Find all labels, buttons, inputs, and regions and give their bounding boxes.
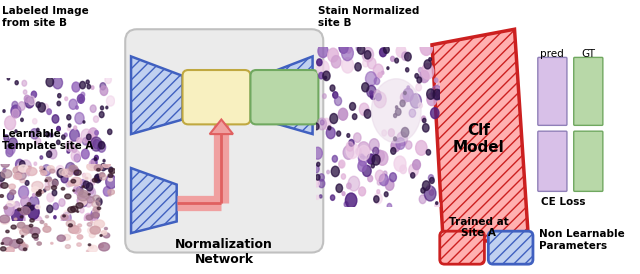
Polygon shape — [131, 56, 182, 134]
Text: CE Loss: CE Loss — [541, 197, 586, 207]
FancyBboxPatch shape — [125, 29, 323, 253]
Polygon shape — [432, 29, 529, 249]
Text: GT: GT — [581, 49, 595, 59]
FancyBboxPatch shape — [573, 57, 603, 125]
Polygon shape — [210, 119, 233, 134]
Text: pred: pred — [541, 49, 564, 59]
FancyBboxPatch shape — [440, 231, 484, 264]
Polygon shape — [262, 56, 312, 134]
Text: Normalization
Network: Normalization Network — [175, 238, 273, 266]
Text: Stain Normalized
site B: Stain Normalized site B — [319, 6, 420, 28]
Polygon shape — [131, 168, 177, 233]
FancyBboxPatch shape — [538, 57, 567, 125]
FancyBboxPatch shape — [538, 131, 567, 191]
Text: Trained at
Site A: Trained at Site A — [449, 217, 508, 238]
Text: Non Learnable
Parameters: Non Learnable Parameters — [539, 229, 625, 251]
Text: Clf
Model: Clf Model — [452, 123, 504, 155]
FancyBboxPatch shape — [182, 70, 250, 124]
Text: Learnable
Template site A: Learnable Template site A — [2, 129, 93, 151]
FancyBboxPatch shape — [488, 231, 533, 264]
Text: Labeled Image
from site B: Labeled Image from site B — [2, 6, 89, 28]
FancyBboxPatch shape — [573, 131, 603, 191]
FancyBboxPatch shape — [250, 70, 319, 124]
